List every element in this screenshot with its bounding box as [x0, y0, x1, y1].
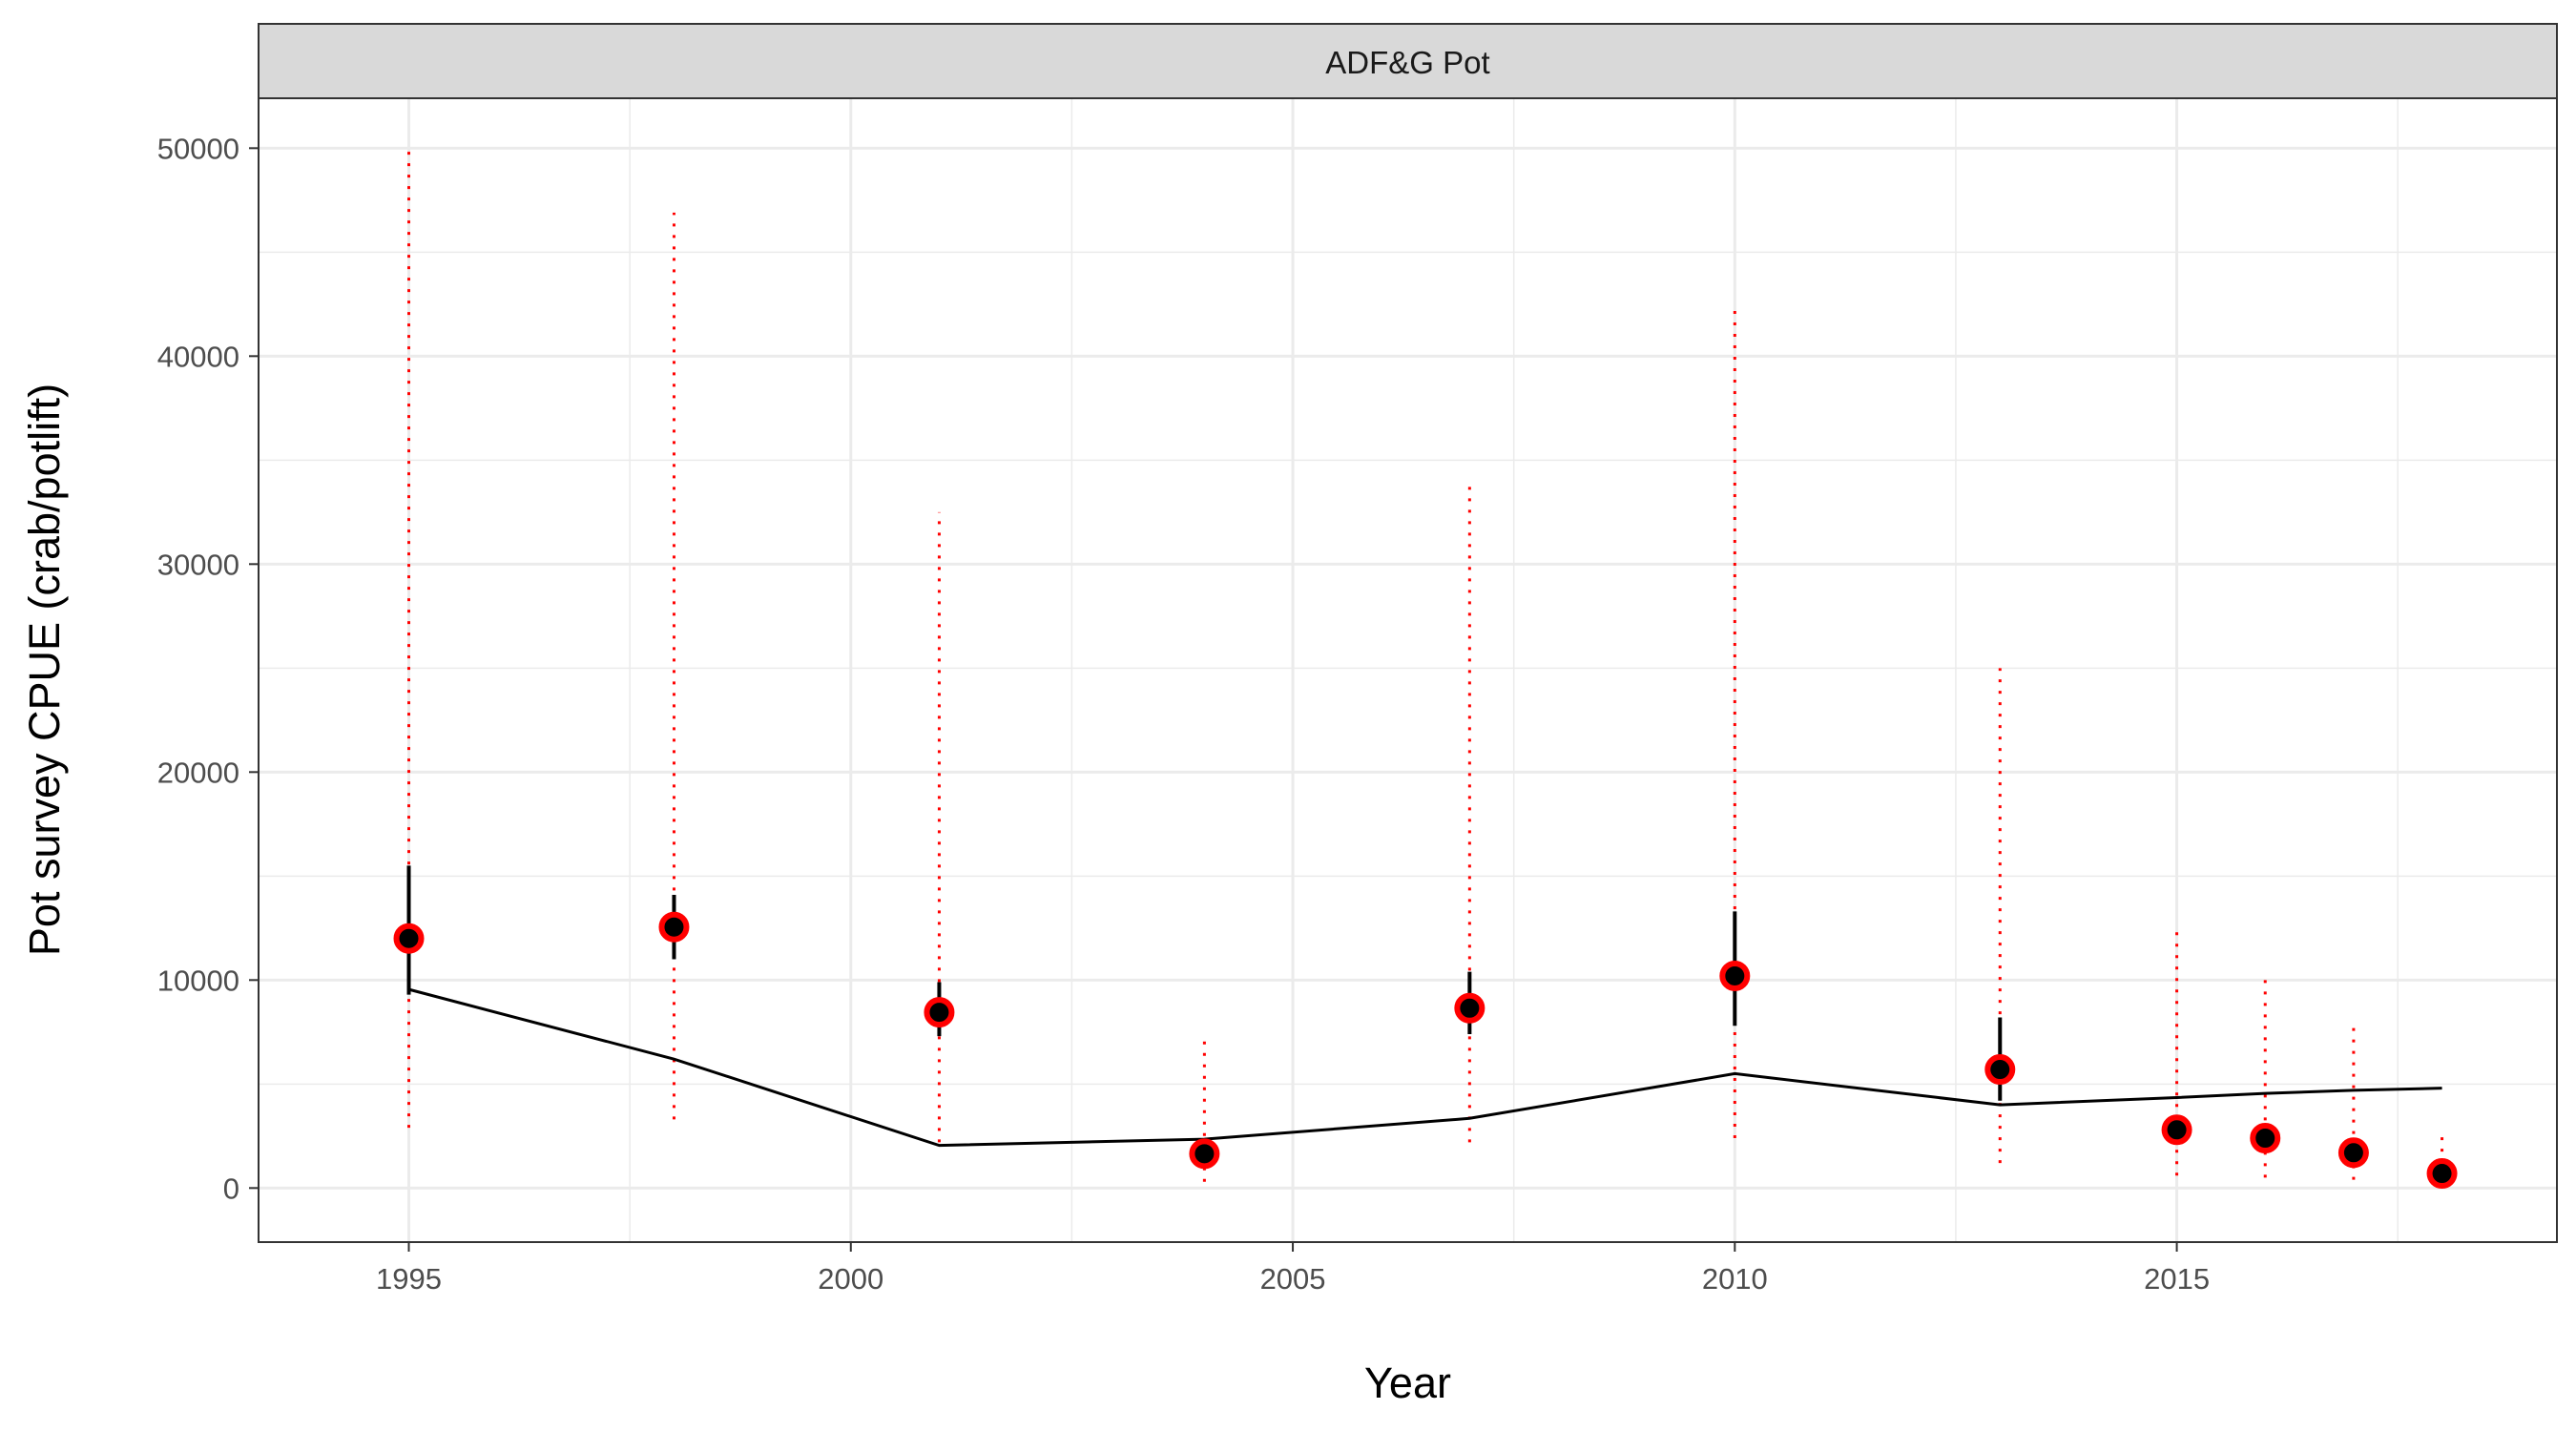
facet-strip-label: ADF&G Pot — [1325, 45, 1489, 80]
x-tick-label: 1995 — [376, 1262, 442, 1296]
observed-point — [658, 911, 690, 943]
facet-strip — [258, 23, 2558, 99]
observed-point — [1189, 1138, 1220, 1170]
x-tick-label: 2005 — [1260, 1262, 1326, 1296]
observed-point — [2161, 1114, 2192, 1146]
x-tick-label: 2015 — [2144, 1262, 2210, 1296]
x-tick-label: 2010 — [1702, 1262, 1768, 1296]
x-axis-title: Year — [1364, 1358, 1451, 1407]
observed-point — [1719, 960, 1751, 991]
observed-point — [1454, 992, 1485, 1024]
y-tick-label: 20000 — [157, 756, 239, 789]
y-tick-label: 50000 — [157, 132, 239, 165]
y-axis-title: Pot survey CPUE (crab/potlift) — [20, 384, 69, 956]
observed-point — [393, 923, 425, 954]
axes: 1995 2000 2005 2010 2015 0 10000 20000 30000 4000… — [157, 132, 2210, 1296]
data-marks — [393, 148, 2458, 1190]
x-tick-label: 2000 — [818, 1262, 883, 1296]
observed-point — [924, 997, 955, 1028]
grid-lines — [259, 98, 2557, 1242]
y-tick-label: 10000 — [157, 964, 239, 997]
y-tick-label: 40000 — [157, 340, 239, 373]
y-tick-label: 0 — [223, 1172, 239, 1205]
observed-point — [2337, 1137, 2369, 1169]
y-tick-label: 30000 — [157, 548, 239, 581]
observed-point — [2250, 1123, 2281, 1153]
fitted-line — [408, 987, 2442, 1148]
observed-point — [1984, 1054, 2016, 1086]
observed-point — [2426, 1158, 2458, 1190]
